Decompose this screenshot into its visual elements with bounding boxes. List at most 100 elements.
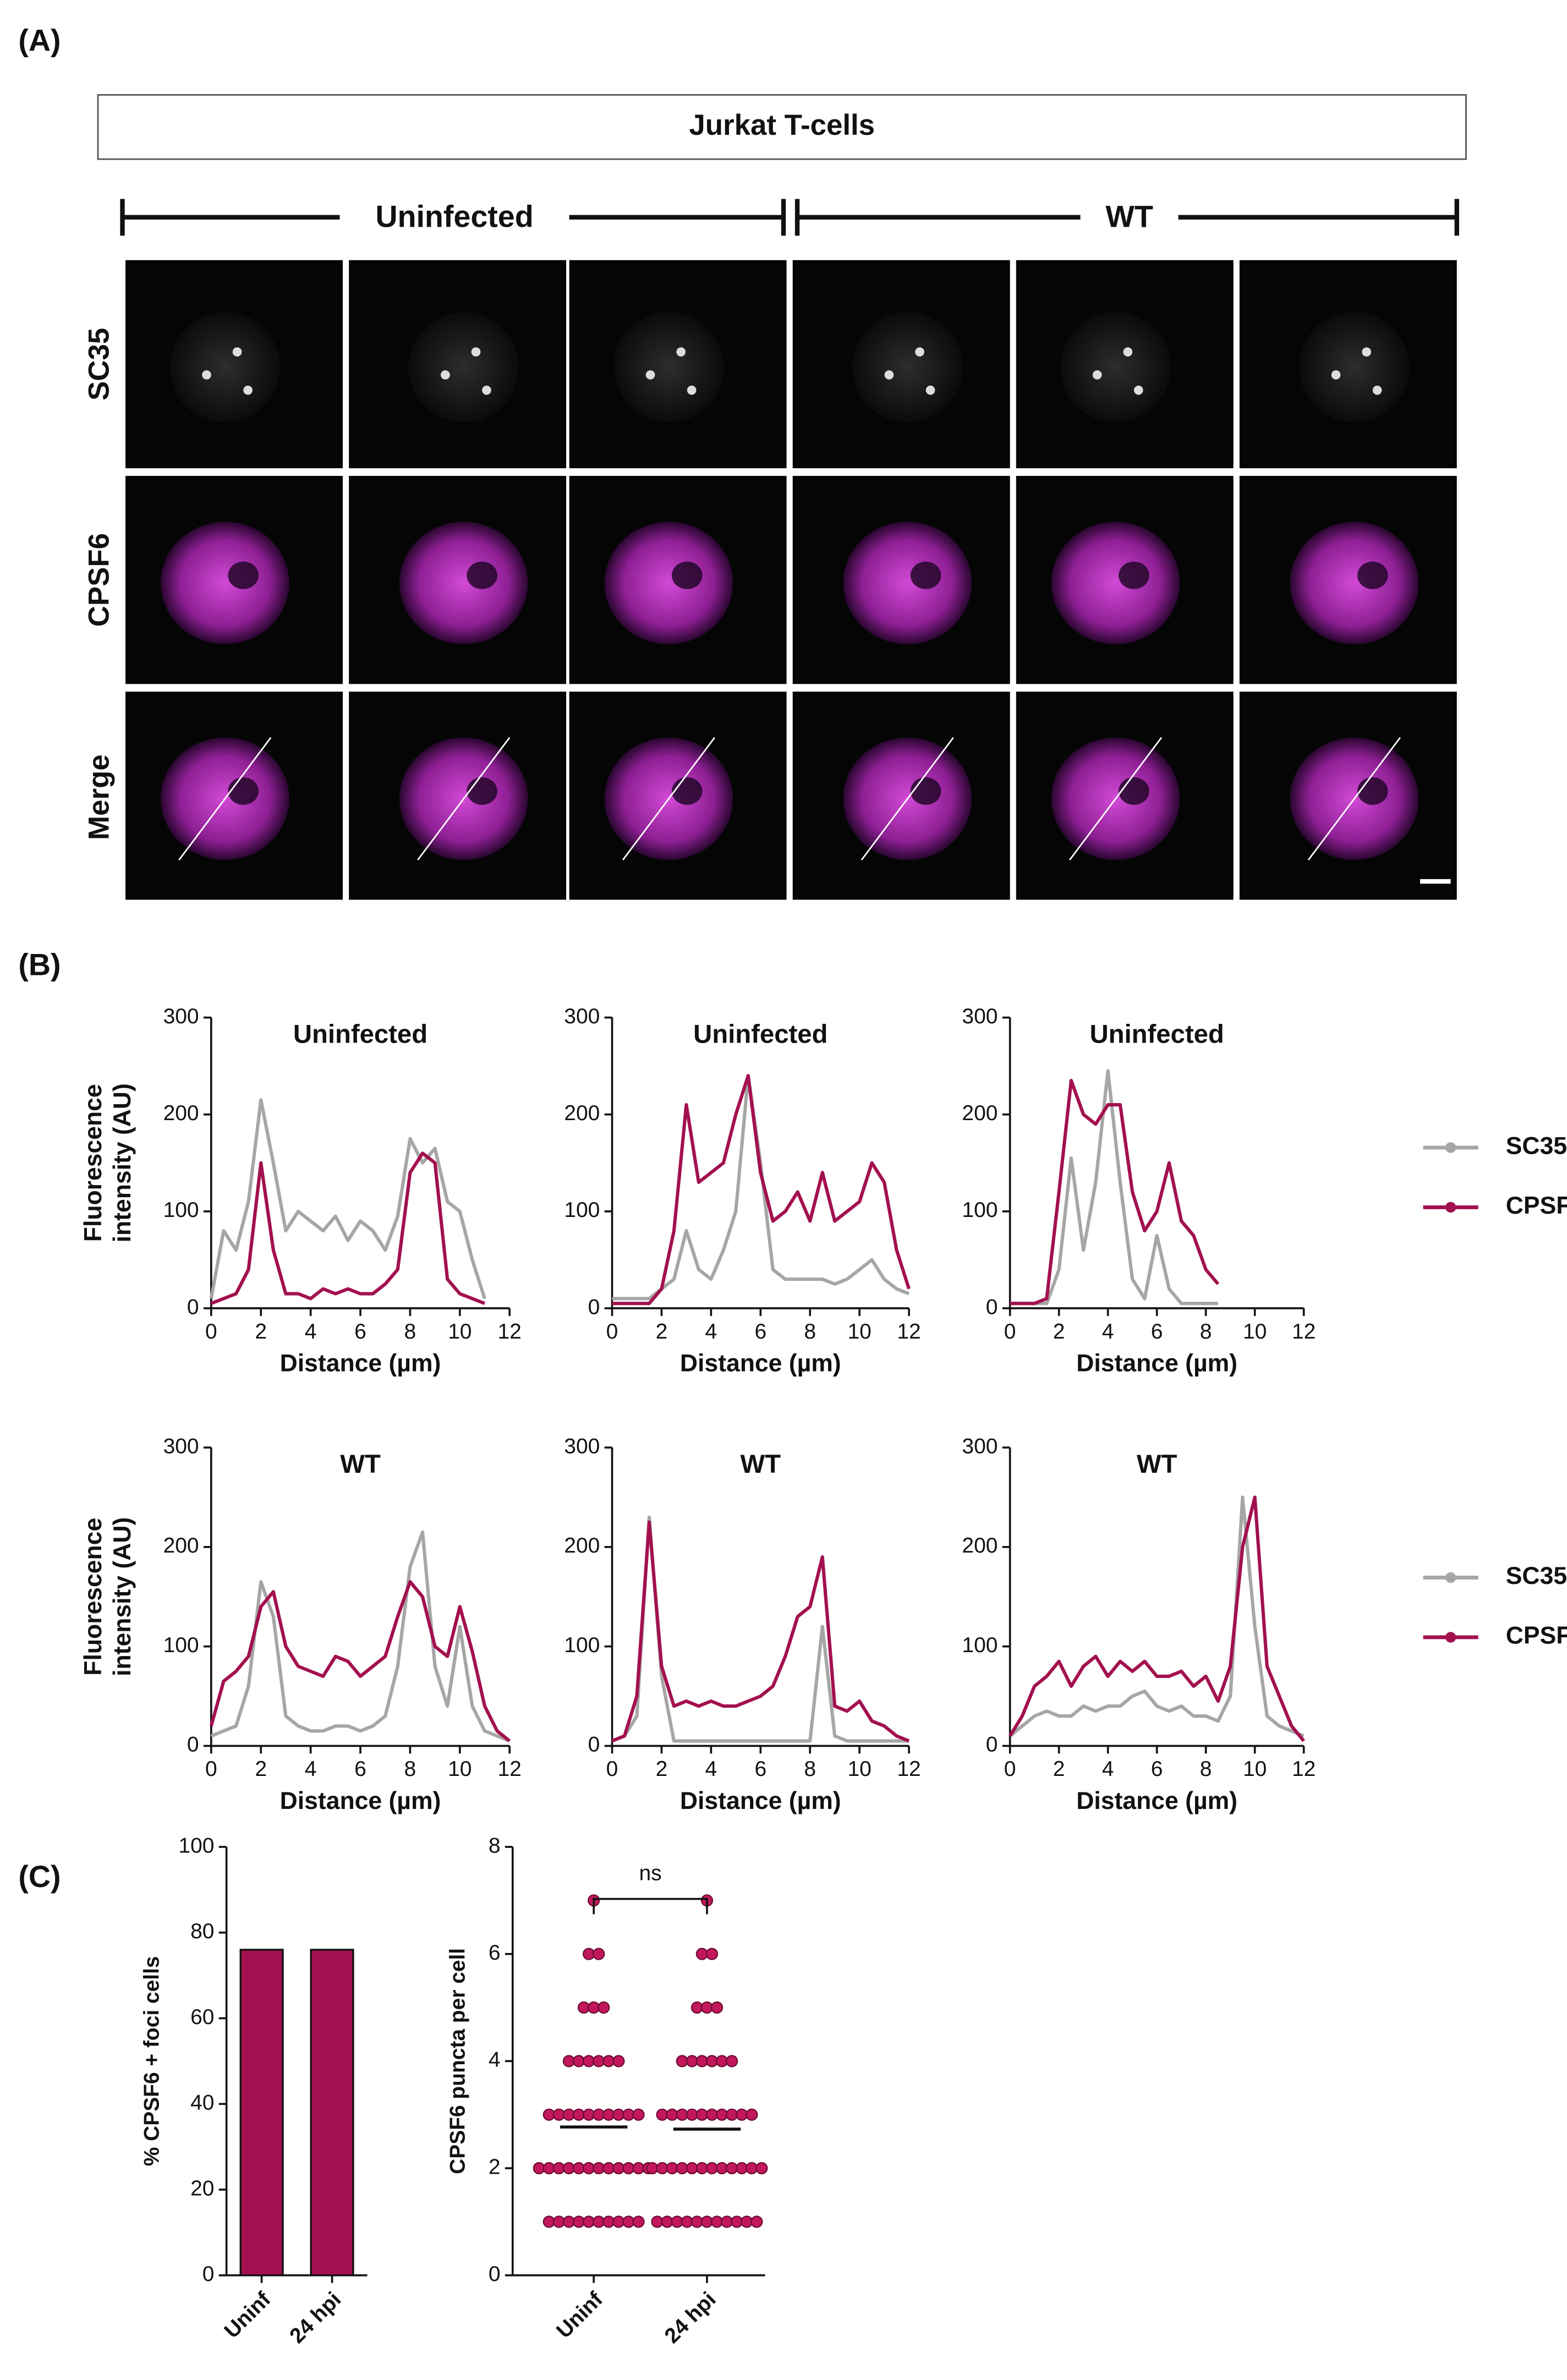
y-tick-label: 200 bbox=[163, 1101, 199, 1125]
y-axis-label: CPSF6 puncta per cell bbox=[446, 1948, 470, 2174]
cell bbox=[161, 522, 289, 644]
profile-line bbox=[861, 737, 954, 860]
x-tick-label: 6 bbox=[354, 1757, 366, 1781]
x-tick-label: 2 bbox=[656, 1320, 668, 1343]
speckle bbox=[202, 370, 211, 380]
series-line bbox=[611, 1520, 910, 1743]
x-tick-label: 0 bbox=[606, 1320, 618, 1343]
y-tick-label: 0 bbox=[986, 1733, 998, 1757]
chart-title: Uninfected bbox=[693, 1019, 828, 1049]
x-tick-label: 2 bbox=[1053, 1320, 1065, 1343]
x-tick-label: 12 bbox=[1292, 1320, 1316, 1343]
y-tick-label: 2 bbox=[489, 2155, 501, 2179]
nucleolus bbox=[910, 561, 941, 589]
y-tick-label: 100 bbox=[163, 1633, 199, 1657]
x-tick-label: 12 bbox=[498, 1757, 522, 1781]
bar bbox=[310, 1949, 354, 2277]
series-line bbox=[1009, 1495, 1305, 1742]
dot bbox=[632, 2108, 645, 2121]
cell bbox=[852, 312, 963, 423]
x-tick-label: 6 bbox=[754, 1320, 766, 1343]
y-axis-label: intensity (AU) bbox=[109, 1083, 136, 1242]
chart-title: Uninfected bbox=[1090, 1019, 1224, 1049]
dot bbox=[632, 2216, 645, 2228]
x-tick-label: 12 bbox=[897, 1320, 921, 1343]
y-tick-label: 40 bbox=[190, 2091, 214, 2115]
nucleolus bbox=[228, 777, 259, 805]
cell bbox=[1299, 312, 1410, 423]
x-tick-label: 8 bbox=[404, 1320, 417, 1343]
y-tick-label: 0 bbox=[588, 1295, 600, 1319]
y-tick-label: 300 bbox=[962, 1005, 998, 1028]
y-tick-label: 0 bbox=[986, 1295, 998, 1319]
x-tick-label: 8 bbox=[804, 1320, 816, 1343]
dot bbox=[750, 2216, 763, 2228]
y-axis-label: % CPSF6 + foci cells bbox=[140, 1956, 163, 2166]
chart-title: WT bbox=[741, 1450, 781, 1479]
dot bbox=[746, 2108, 758, 2121]
cell bbox=[408, 312, 519, 423]
cell bbox=[169, 312, 280, 423]
y-tick-label: 0 bbox=[202, 2262, 215, 2286]
dot bbox=[593, 1948, 605, 1960]
y-tick-label: 100 bbox=[163, 1198, 199, 1222]
nucleolus bbox=[910, 777, 941, 805]
x-tick-label: 8 bbox=[1200, 1320, 1212, 1343]
group-label: Uninfected bbox=[375, 199, 533, 233]
legend-label: SC35 bbox=[1506, 1562, 1567, 1589]
series-line bbox=[210, 1151, 486, 1306]
y-tick-label: 200 bbox=[962, 1101, 998, 1125]
x-tick-label: Uninf bbox=[220, 2287, 276, 2343]
x-tick-label: 12 bbox=[897, 1757, 921, 1781]
group-brackets bbox=[120, 199, 1459, 236]
x-tick-label: 4 bbox=[705, 1320, 717, 1343]
x-tick-label: 12 bbox=[1292, 1757, 1316, 1781]
group-label: WT bbox=[1105, 199, 1153, 233]
profile-line bbox=[417, 737, 511, 860]
x-tick-label: 6 bbox=[1151, 1757, 1163, 1781]
cell bbox=[1051, 522, 1180, 644]
profile-line bbox=[1069, 737, 1163, 860]
cell bbox=[604, 522, 733, 644]
series-line bbox=[210, 1530, 511, 1743]
y-tick-label: 80 bbox=[190, 1920, 214, 1943]
nucleolus bbox=[671, 561, 703, 589]
x-tick-label: 10 bbox=[448, 1757, 472, 1781]
x-tick-label: 2 bbox=[656, 1757, 668, 1781]
y-tick-label: 200 bbox=[564, 1101, 600, 1125]
nucleolus bbox=[1357, 777, 1388, 805]
x-tick-label: 6 bbox=[354, 1320, 366, 1343]
nucleolus bbox=[228, 561, 259, 589]
x-tick-label: 2 bbox=[1053, 1757, 1065, 1781]
dot bbox=[612, 2055, 625, 2068]
y-tick-label: 300 bbox=[564, 1434, 600, 1458]
row-label: CPSF6 bbox=[83, 533, 116, 627]
panel-label: (C) bbox=[18, 1860, 61, 1894]
dot bbox=[705, 1948, 719, 1960]
x-tick-label: 8 bbox=[804, 1757, 816, 1781]
x-tick-label: 24 hpi bbox=[660, 2288, 721, 2348]
speckle bbox=[441, 370, 450, 380]
y-tick-label: 300 bbox=[564, 1005, 600, 1028]
cell bbox=[843, 522, 972, 644]
x-tick-label: 4 bbox=[705, 1757, 717, 1781]
speckle bbox=[1331, 370, 1341, 380]
y-tick-label: 0 bbox=[187, 1733, 199, 1757]
nucleolus bbox=[1119, 561, 1149, 589]
x-tick-label: 0 bbox=[606, 1757, 618, 1781]
series-line bbox=[209, 1580, 511, 1742]
profile-line bbox=[1307, 737, 1401, 860]
legend-marker bbox=[1445, 1632, 1456, 1643]
x-axis-label: Distance (µm) bbox=[1076, 1787, 1237, 1814]
x-tick-label: 4 bbox=[1102, 1320, 1114, 1343]
x-tick-label: 8 bbox=[404, 1757, 417, 1781]
x-axis-label: Distance (µm) bbox=[680, 1787, 841, 1814]
profile-line bbox=[622, 737, 715, 860]
nucleolus bbox=[671, 777, 703, 805]
x-tick-label: 0 bbox=[1004, 1320, 1016, 1343]
series-line bbox=[1009, 1495, 1305, 1738]
x-axis-label: Distance (µm) bbox=[680, 1350, 841, 1377]
legend-label: SC35 bbox=[1506, 1133, 1567, 1160]
